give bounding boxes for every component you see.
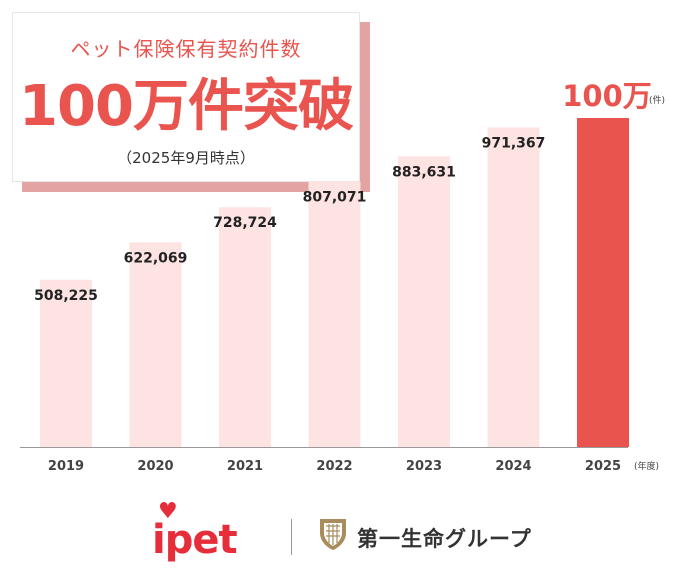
bar-2024 — [487, 127, 540, 447]
title-box: ペット保険保有契約件数 100万件突破 （2025年9月時点） — [12, 12, 370, 192]
footer: ♥ ipet 第一生命グループ — [0, 499, 678, 565]
x-axis-unit: (年度) — [634, 460, 659, 472]
x-tick-label: 2021 — [227, 459, 263, 474]
chart-headline: 100万件突破 — [19, 74, 354, 139]
dai-ichi-group-label: 第一生命グループ — [357, 527, 532, 551]
heart-icon: ♥ — [158, 499, 178, 524]
bar-2022 — [308, 181, 361, 448]
data-label: 622,069 — [124, 250, 188, 266]
data-label-unit: (件) — [649, 94, 665, 106]
chart-subtitle: ペット保険保有契約件数 — [70, 37, 302, 61]
x-tick-label: 2025 — [585, 459, 621, 474]
x-tick-label: 2022 — [316, 459, 352, 474]
ipet-logo: ipet — [152, 517, 238, 563]
x-tick-label: 2020 — [137, 459, 173, 474]
bar-2021 — [219, 207, 271, 447]
x-tick-label: 2019 — [48, 459, 84, 474]
data-label: 728,724 — [213, 215, 277, 231]
x-tick-label: 2024 — [495, 459, 531, 474]
x-tick-label: 2023 — [406, 459, 442, 474]
dai-ichi-shield-icon — [320, 519, 346, 550]
bar-2025 — [577, 118, 629, 447]
bar-chart: 508,225 2019 622,069 2020 728,724 2021 807,071… — [20, 79, 665, 474]
data-label: 508,225 — [34, 288, 98, 304]
chart-note: （2025年9月時点） — [117, 149, 255, 167]
footer-divider — [291, 519, 292, 555]
data-label: 883,631 — [392, 164, 456, 180]
title-card: ペット保険保有契約件数 100万件突破 （2025年9月時点） — [12, 12, 360, 182]
bar-2023 — [398, 156, 450, 447]
data-label-highlight: 100万 — [562, 79, 652, 113]
data-label: 807,071 — [303, 189, 367, 205]
bar-2020 — [129, 242, 182, 447]
data-label: 971,367 — [482, 135, 546, 151]
bar-2019 — [40, 279, 92, 447]
